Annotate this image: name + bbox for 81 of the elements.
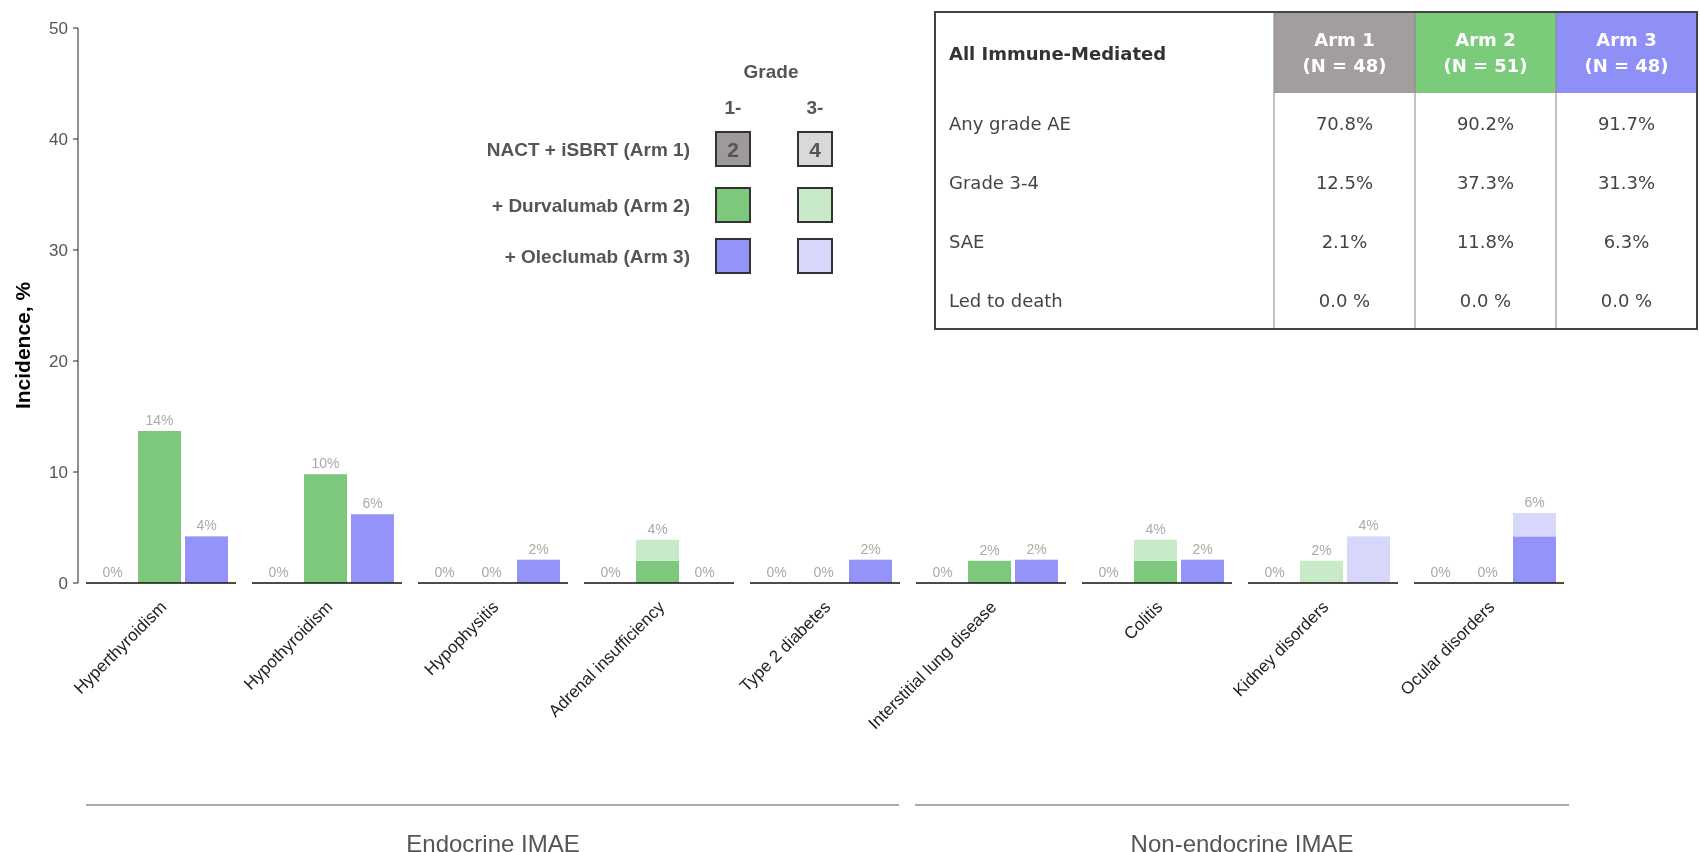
total-label: 10%: [311, 455, 340, 472]
total-label: 4%: [1145, 520, 1166, 537]
bar: [1134, 539, 1177, 561]
total-label: 0%: [932, 564, 953, 580]
bar: [185, 536, 228, 583]
total-label: 2%: [860, 540, 881, 557]
text: 0.0 %: [1459, 289, 1512, 311]
bar: [1513, 536, 1556, 583]
total-label: 0%: [1477, 564, 1498, 580]
total-label: 2%: [979, 541, 1000, 558]
total-label: 2%: [1311, 541, 1332, 558]
bar: [636, 539, 679, 561]
total-label: 0%: [1264, 564, 1285, 580]
bar: [1300, 560, 1343, 583]
total-label: 4%: [1358, 517, 1379, 534]
annotation: 4: [809, 138, 822, 161]
annotation: 2: [727, 138, 739, 161]
category-label: Grade 3-4: [949, 171, 1039, 193]
text: 70.8%: [1315, 112, 1374, 134]
y-tick-label: 20: [49, 352, 68, 371]
y-tick-label: 50: [49, 19, 68, 38]
text: 91.7%: [1597, 112, 1656, 134]
category-label: SAE: [949, 230, 985, 252]
bar: [849, 559, 892, 583]
y-axis-title: Incidence, %: [11, 281, 34, 410]
total-label: 6%: [1524, 494, 1545, 511]
total-label: 6%: [362, 495, 383, 512]
bar: [304, 474, 347, 583]
total-label: 2%: [1192, 540, 1213, 557]
total-label: 4%: [196, 517, 217, 534]
y-tick-label: 40: [49, 130, 68, 149]
bar: [1181, 559, 1224, 583]
text: 0.0 %: [1318, 289, 1371, 311]
text: 6.3%: [1603, 230, 1650, 252]
bar: [1134, 560, 1177, 583]
bar: [1513, 513, 1556, 537]
text: 37.3%: [1456, 171, 1515, 193]
total-label: 0%: [1430, 564, 1451, 580]
text: All Immune-Mediated: [949, 42, 1167, 64]
bar: [351, 514, 394, 583]
bar: [636, 560, 679, 583]
y-tick-label: 0: [58, 574, 68, 593]
total-label: 0%: [766, 564, 787, 580]
y-tick-label: 30: [49, 241, 68, 260]
category-label: Arm 1 (N = 48): [1302, 29, 1387, 76]
text: 11.8%: [1456, 230, 1515, 252]
category-label: Arm 2 (N = 51): [1443, 29, 1528, 76]
total-label: 0%: [600, 564, 621, 580]
total-label: 4%: [647, 520, 668, 537]
text: 2.1%: [1321, 230, 1368, 252]
category-label: Led to death: [949, 289, 1063, 311]
category-label: Arm 3 (N = 48): [1584, 29, 1669, 76]
total-label: 2%: [1026, 540, 1047, 557]
legend-label: + Oleclumab (Arm 3): [504, 246, 690, 267]
total-label: 0%: [268, 564, 289, 580]
total-label: 0%: [481, 564, 502, 580]
legend-label: NACT + iSBRT (Arm 1): [486, 139, 690, 160]
total-label: 0%: [434, 564, 455, 580]
total-label: 2%: [528, 540, 549, 557]
bar: [138, 430, 181, 583]
legend-title: Grade: [743, 61, 799, 82]
total-label: 0%: [102, 564, 123, 580]
bar: [968, 560, 1011, 583]
text: 12.5%: [1315, 171, 1374, 193]
annotation: 3-: [806, 97, 824, 118]
total-label: 0%: [694, 564, 715, 580]
bar: [1015, 559, 1058, 583]
text: Endocrine IMAE: [406, 830, 580, 852]
category-label: Any grade AE: [949, 112, 1071, 134]
legend-label: + Durvalumab (Arm 2): [492, 195, 690, 216]
text: 0.0 %: [1600, 289, 1653, 311]
total-label: 0%: [1098, 564, 1119, 580]
bar: [1347, 536, 1390, 583]
text: 90.2%: [1456, 112, 1515, 134]
total-label: 14%: [145, 411, 174, 428]
text: Non-endocrine IMAE: [1130, 830, 1354, 852]
bar: [517, 559, 560, 583]
total-label: 0%: [813, 564, 834, 580]
text: 31.3%: [1597, 171, 1656, 193]
y-tick-label: 10: [49, 463, 68, 482]
annotation: 1-: [724, 97, 742, 118]
